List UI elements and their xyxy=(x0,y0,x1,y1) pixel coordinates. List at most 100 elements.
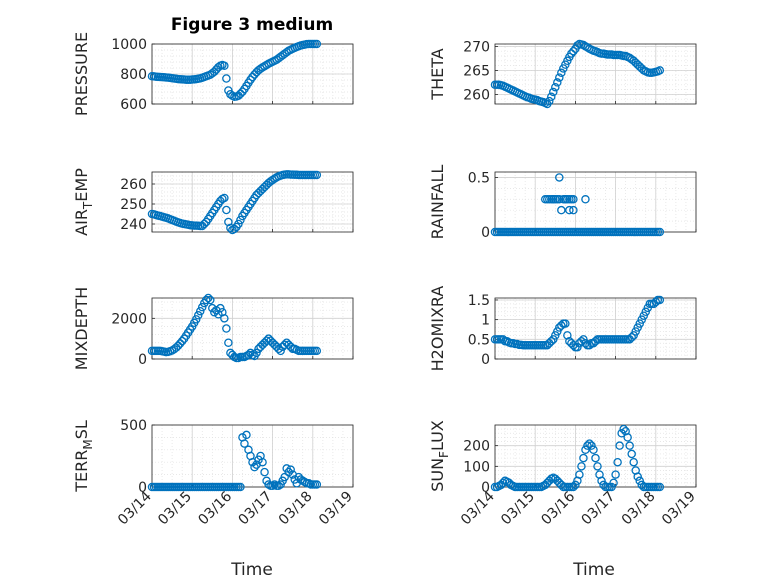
y-tick-label: 250 xyxy=(120,197,147,213)
data-point xyxy=(557,321,566,330)
data-point xyxy=(583,441,592,450)
x-tick-label: 03/18 xyxy=(619,489,659,529)
subplot-rainfall: 0 0.5 RAINFALL xyxy=(428,165,697,241)
data-point xyxy=(607,482,616,492)
subplot-theta: 260 265 270 THETA xyxy=(428,39,697,109)
data-point xyxy=(615,441,624,450)
y-tick-label: 260 xyxy=(120,177,147,193)
right-x-axis-label: Time xyxy=(572,560,615,580)
data-point xyxy=(240,439,249,448)
data-point xyxy=(226,223,235,233)
data-point xyxy=(254,188,263,198)
y-tick-label: 800 xyxy=(120,67,147,83)
data-point xyxy=(206,295,215,305)
data-point xyxy=(581,445,590,455)
data-point xyxy=(655,227,665,237)
x-tick-label: 03/16 xyxy=(195,488,235,528)
data-point xyxy=(587,441,596,450)
data-point xyxy=(200,219,209,229)
y-axis-label: PRESSURE xyxy=(72,32,91,116)
data-point xyxy=(577,337,586,346)
data-point xyxy=(270,340,279,350)
y-axis-label: AIRTEMP xyxy=(72,168,95,236)
subplot-air-temp: 240 250 260 AIRTEMP xyxy=(72,168,354,236)
x-tick-label: 03/17 xyxy=(236,489,276,529)
x-tick-label: 03/14 xyxy=(115,488,155,528)
y-axis-label: H2OMIXRA xyxy=(428,286,447,372)
axes-box xyxy=(151,424,354,488)
data-point xyxy=(617,429,626,438)
data-point xyxy=(268,481,277,491)
data-point xyxy=(551,82,560,92)
data-point xyxy=(258,184,267,194)
data-point xyxy=(312,346,322,356)
data-point xyxy=(226,348,235,358)
y-axis-label: THETA xyxy=(428,48,447,100)
data-point xyxy=(555,173,564,182)
x-tick-label: 03/15 xyxy=(155,489,195,529)
data-point xyxy=(224,338,233,347)
data-point xyxy=(222,324,231,333)
data-point xyxy=(195,306,205,316)
data-point xyxy=(549,195,558,204)
data-point xyxy=(264,334,273,343)
data-point xyxy=(623,433,632,442)
data-point xyxy=(304,479,314,488)
data-point xyxy=(655,295,665,305)
data-point xyxy=(557,205,566,215)
data-point xyxy=(619,424,628,434)
data-point xyxy=(627,333,636,342)
y-tick-label: 0 xyxy=(481,352,490,368)
left-x-axis-label: Time xyxy=(230,560,273,580)
x-tick-label: 03/18 xyxy=(276,489,316,529)
data-point xyxy=(581,339,590,348)
data-point xyxy=(256,342,265,352)
data-point xyxy=(655,482,665,492)
data-point xyxy=(627,449,636,459)
axes-box xyxy=(494,43,697,105)
figure-title: Figure 3 medium xyxy=(171,15,333,35)
data-point xyxy=(549,87,558,97)
data-point xyxy=(553,78,562,87)
data-point xyxy=(276,346,285,356)
y-tick-label: 0 xyxy=(481,480,490,496)
data-point xyxy=(569,195,578,204)
data-point xyxy=(593,462,602,471)
y-tick-label: 200 xyxy=(463,439,490,455)
data-point xyxy=(563,331,572,340)
y-tick-label: 0 xyxy=(138,480,147,496)
data-point xyxy=(585,439,594,448)
data-point xyxy=(312,170,322,180)
y-tick-label: 600 xyxy=(120,97,147,113)
y-axis-label: TERRMSL xyxy=(72,420,95,493)
data-point xyxy=(625,441,634,450)
data-point xyxy=(234,219,243,229)
data-point xyxy=(216,303,225,313)
data-point xyxy=(611,470,620,479)
x-tick-label: 03/14 xyxy=(458,488,498,528)
data-point xyxy=(571,480,580,490)
data-point xyxy=(244,350,253,360)
y-tick-label: 2000 xyxy=(111,311,147,327)
subplot-sun-flux: 0 100 200 03/14 03/15 03/16 03/17 03/18 03/19 SUN… xyxy=(428,420,699,528)
data-point xyxy=(193,311,203,320)
y-axis-label: RAINFALL xyxy=(428,165,447,240)
data-point xyxy=(230,224,239,234)
data-point xyxy=(555,195,564,204)
y-tick-label: 0 xyxy=(138,352,147,368)
data-point xyxy=(569,205,578,215)
y-tick-label: 0 xyxy=(481,225,490,241)
x-tick-label: 03/15 xyxy=(498,489,538,529)
data-point xyxy=(565,205,574,215)
data-point xyxy=(210,307,219,317)
data-point xyxy=(579,453,588,463)
data-point xyxy=(197,302,207,312)
data-point xyxy=(569,482,578,492)
data-point xyxy=(202,295,211,305)
data-point xyxy=(557,68,566,78)
data-point xyxy=(655,66,665,75)
data-point xyxy=(191,315,201,324)
data-point xyxy=(270,480,279,489)
y-tick-label: 0.5 xyxy=(468,332,490,348)
data-point xyxy=(629,457,638,467)
